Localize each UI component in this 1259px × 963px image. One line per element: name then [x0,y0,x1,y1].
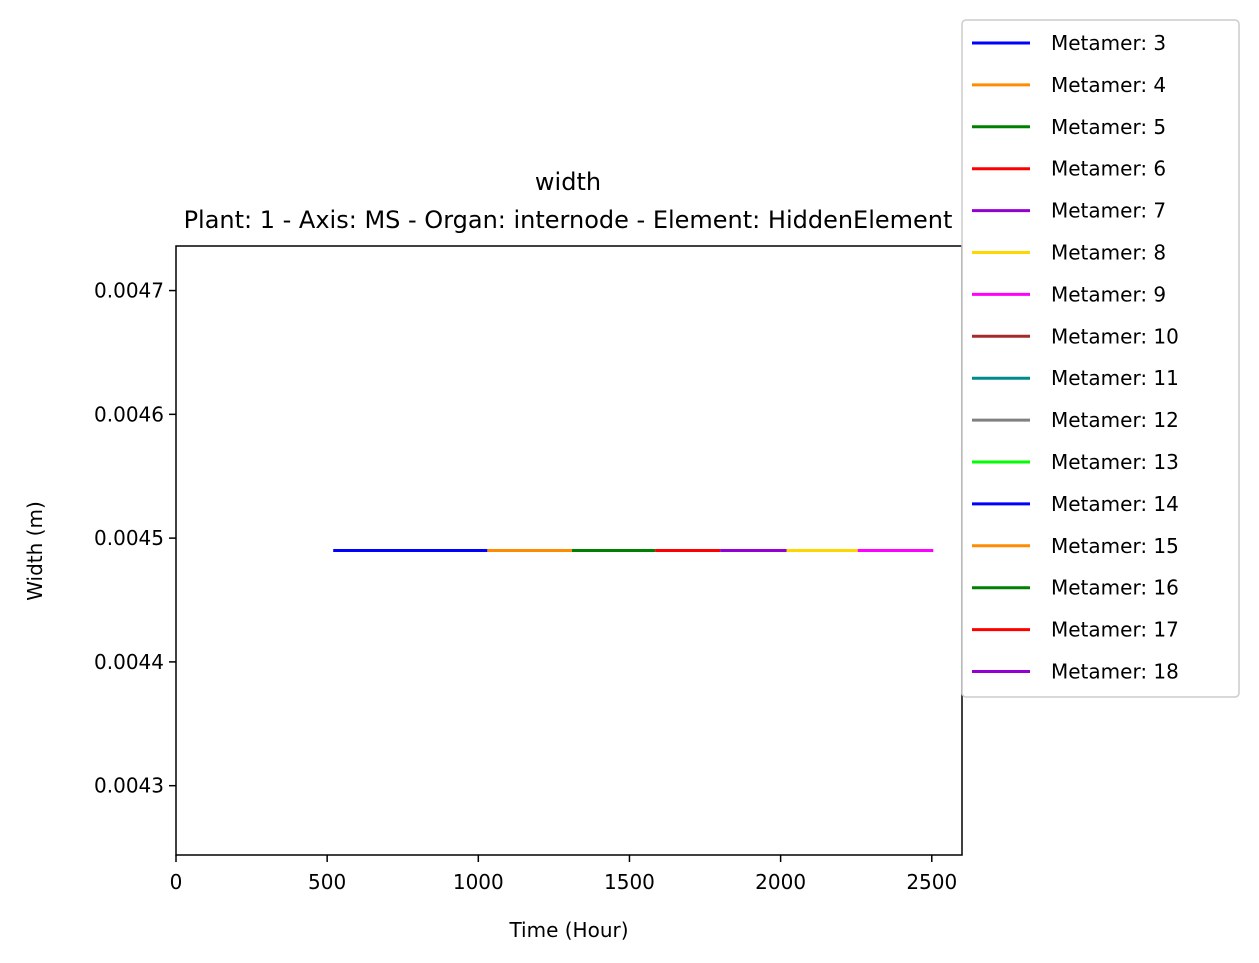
legend-label: Metamer: 15 [1051,534,1179,558]
x-tick-label: 2500 [906,870,957,894]
x-axis-label: Time (Hour) [508,918,628,942]
y-tick-label: 0.0046 [94,402,164,426]
legend-label: Metamer: 9 [1051,282,1166,306]
legend-label: Metamer: 5 [1051,115,1166,139]
legend-label: Metamer: 6 [1051,157,1166,181]
legend-label: Metamer: 7 [1051,199,1166,223]
legend-label: Metamer: 3 [1051,31,1166,55]
y-tick-label: 0.0043 [94,774,164,798]
x-tick-label: 500 [308,870,346,894]
legend: Metamer: 3 Metamer: 4 Metamer: 5 Metamer: 6… [961,19,1240,698]
x-tick-label: 2000 [755,870,806,894]
legend-box [961,19,1240,698]
legend-label: Metamer: 17 [1051,618,1179,642]
y-tick-label: 0.0047 [94,279,164,303]
y-tick-label: 0.0045 [94,526,164,550]
x-axis: 0 500 1000 1500 2000 2500 [170,855,957,894]
legend-label: Metamer: 13 [1051,450,1179,474]
x-tick-label: 0 [170,870,183,894]
legend-label: Metamer: 18 [1051,660,1179,684]
x-tick-label: 1000 [453,870,504,894]
x-tick-label: 1500 [604,870,655,894]
chart-title: width [535,168,601,196]
legend-label: Metamer: 10 [1051,324,1179,348]
chart-subtitle: Plant: 1 - Axis: MS - Organ: internode -… [184,206,953,234]
legend-label: Metamer: 11 [1051,366,1179,390]
y-axis: 0.0043 0.0044 0.0045 0.0046 0.0047 [94,279,176,798]
legend-label: Metamer: 14 [1051,492,1179,516]
legend-label: Metamer: 12 [1051,408,1179,432]
y-tick-label: 0.0044 [94,650,164,674]
legend-label: Metamer: 4 [1051,73,1166,97]
legend-label: Metamer: 16 [1051,576,1179,600]
y-axis-label: Width (m) [23,501,47,601]
legend-label: Metamer: 8 [1051,241,1166,265]
